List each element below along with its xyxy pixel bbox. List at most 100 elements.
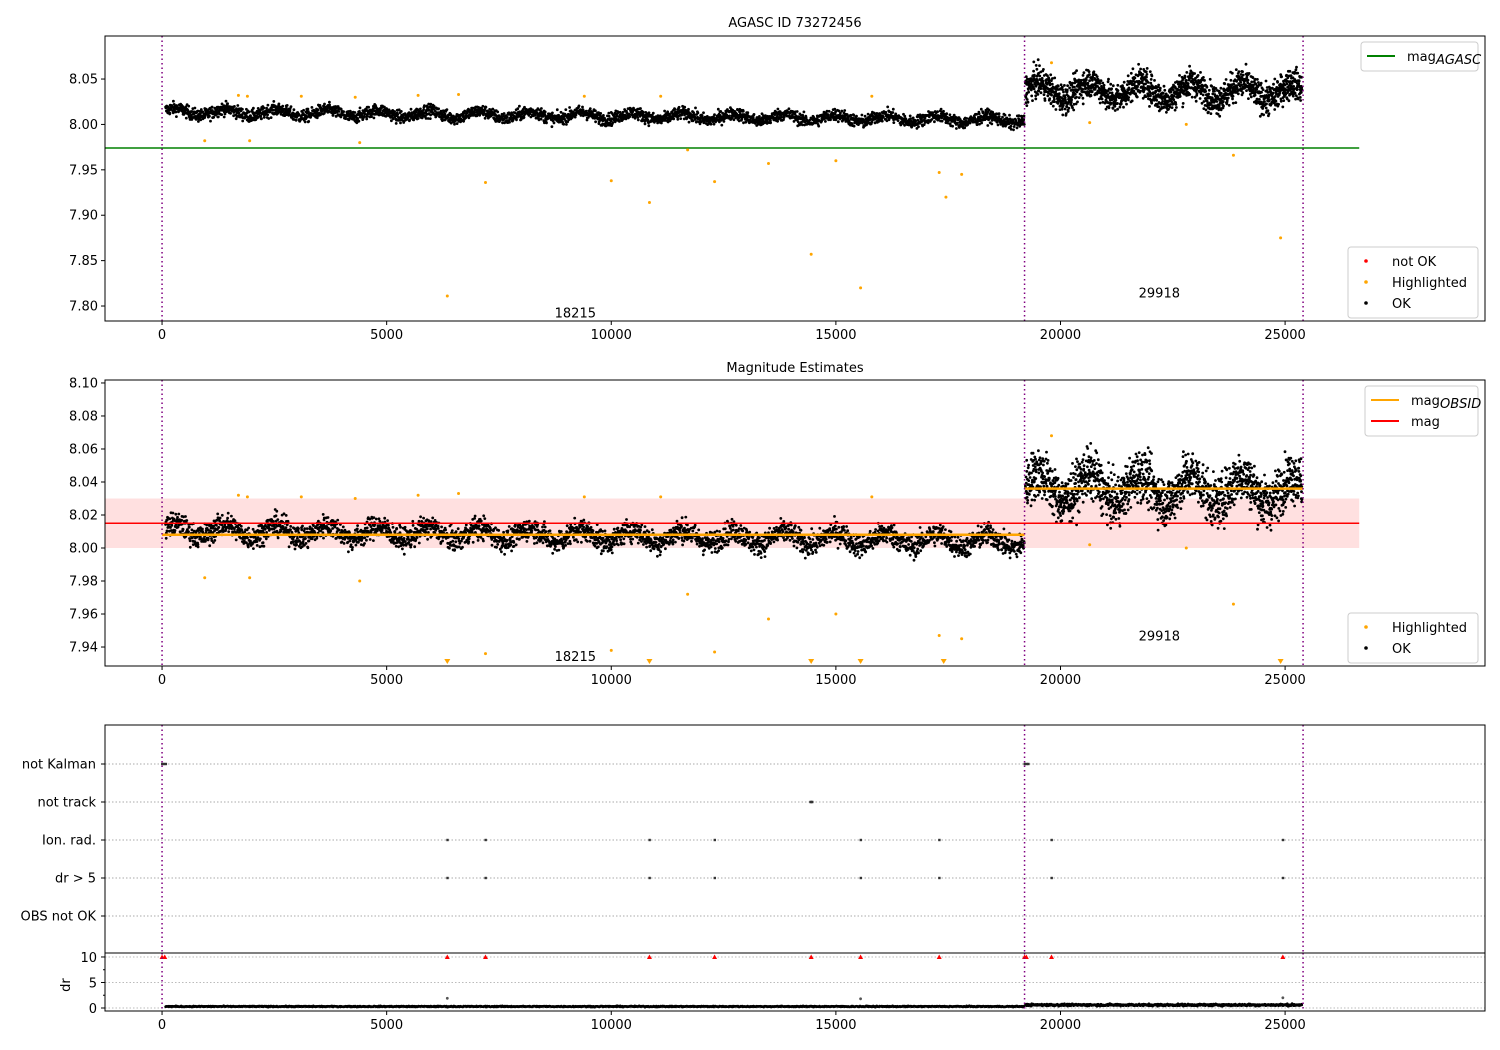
ok-point [1127, 96, 1131, 99]
ok-point [884, 110, 888, 114]
ok-point [694, 106, 697, 110]
ok-point [643, 122, 647, 126]
ok-point [1193, 72, 1196, 75]
ok-point [453, 122, 456, 126]
ok-point [891, 111, 895, 114]
ok-point [702, 111, 705, 115]
ok-point [443, 113, 447, 116]
ok-point [1149, 81, 1153, 85]
ok-point [564, 108, 568, 111]
ok-point [1153, 79, 1156, 82]
ok-point [1215, 100, 1219, 103]
ok-point [677, 105, 681, 109]
ok-point [1081, 74, 1085, 77]
ok-point [181, 528, 185, 531]
ok-point [1150, 74, 1154, 78]
ok-point [171, 511, 175, 515]
ok-point [222, 115, 226, 119]
ok-point [1022, 118, 1026, 122]
ok-point [963, 126, 967, 130]
ok-point [1035, 67, 1039, 71]
ok-point [936, 110, 939, 114]
ok-point [852, 124, 856, 128]
ok-point [1273, 108, 1277, 111]
ok-point [339, 107, 343, 111]
ok-point [408, 118, 411, 122]
ok-point [1170, 106, 1174, 109]
ok-point [1066, 84, 1069, 87]
ok-point [802, 110, 806, 114]
ok-point [948, 113, 952, 117]
ok-point [1012, 128, 1015, 132]
ok-point [1224, 78, 1228, 81]
ok-point [663, 109, 666, 113]
highlighted-point [582, 94, 586, 98]
ok-point [184, 515, 187, 518]
ok-point [824, 120, 827, 123]
ok-point [237, 111, 241, 115]
ok-point [424, 114, 427, 118]
highlighted-point [944, 195, 948, 199]
ok-point [420, 116, 424, 120]
ok-point [262, 116, 266, 119]
ok-point [1034, 97, 1038, 101]
ok-point [1235, 79, 1238, 83]
ok-point [1048, 97, 1052, 101]
ok-point [917, 125, 920, 129]
ok-point [1110, 87, 1113, 91]
ok-point [1157, 83, 1160, 87]
ok-point [1098, 82, 1102, 85]
highlighted-point [483, 181, 487, 185]
ok-point [383, 105, 386, 109]
ok-point [477, 106, 480, 109]
ok-point [1139, 67, 1142, 71]
highlighted-point [299, 94, 303, 98]
ok-point [1081, 102, 1085, 106]
ok-point [1027, 90, 1030, 94]
ok-point [387, 108, 391, 112]
x-tick-label: 10000 [591, 328, 632, 343]
ok-point [1017, 114, 1021, 118]
ok-point [394, 122, 398, 125]
ok-point [319, 106, 323, 109]
ok-point [1038, 64, 1041, 67]
ok-point [269, 116, 273, 119]
ok-point [188, 539, 192, 543]
ok-point [903, 114, 907, 118]
ok-point [1075, 69, 1078, 72]
ok-point [1062, 90, 1065, 94]
ok-point [328, 103, 331, 107]
ok-point [1031, 99, 1034, 102]
ok-point [199, 118, 203, 122]
ok-point [216, 115, 220, 119]
ok-point [1063, 107, 1067, 111]
ok-point [1207, 110, 1210, 114]
ok-point [1287, 99, 1291, 103]
ok-point [310, 106, 314, 109]
ok-point [481, 108, 484, 112]
ok-point [1271, 91, 1275, 95]
x-tick-label: 15000 [815, 328, 856, 343]
ok-point [1241, 73, 1245, 77]
ok-point [1091, 78, 1094, 82]
chart-title: Magnitude Estimates [726, 361, 863, 376]
ok-point [1157, 105, 1161, 109]
ok-point [391, 117, 395, 121]
ok-point [687, 107, 690, 111]
ok-point [502, 112, 506, 115]
ok-point [577, 104, 581, 108]
highlighted-point [245, 94, 249, 98]
ok-point [1130, 99, 1134, 103]
ok-point [522, 116, 526, 119]
ok-point [683, 105, 687, 109]
ok-point [836, 120, 840, 124]
ok-point [1050, 93, 1053, 97]
ok-point [1122, 80, 1126, 84]
obsid-annotation: 18215 [555, 306, 596, 321]
ok-point [357, 119, 361, 123]
ok-point [940, 119, 944, 123]
ok-point [776, 119, 779, 123]
ok-point [1257, 81, 1260, 84]
ok-point [1295, 65, 1298, 69]
ok-point [551, 111, 554, 115]
